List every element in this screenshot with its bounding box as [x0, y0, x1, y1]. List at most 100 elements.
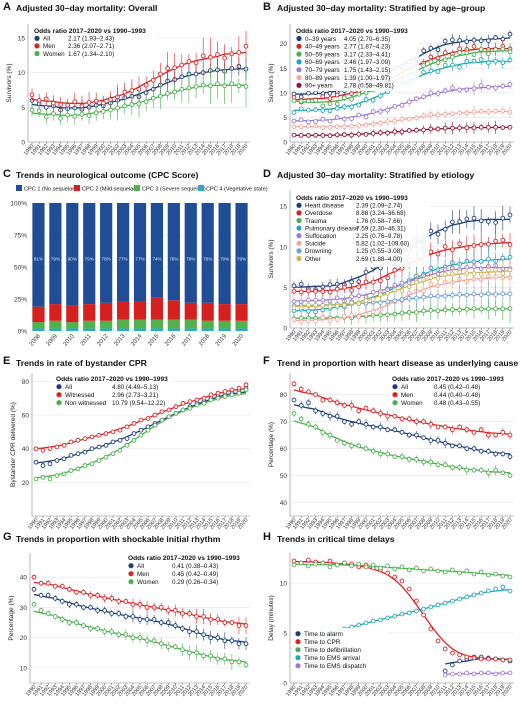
- bar-segment: [83, 203, 96, 305]
- data-point: [486, 124, 491, 130]
- data-point: [72, 113, 78, 119]
- series-non-witnessed: [33, 387, 249, 482]
- data-point: [378, 424, 383, 430]
- legend-marker: [295, 631, 301, 637]
- data-point: [52, 583, 58, 589]
- legend-marker: [296, 43, 302, 49]
- bar-segment: [150, 319, 164, 329]
- data-point: [478, 467, 484, 473]
- legend-marker: [34, 35, 40, 41]
- data-point: [442, 569, 448, 575]
- data-point: [471, 571, 477, 577]
- legend-odds-ratio: 0.41 (0.38–0.43): [172, 563, 218, 570]
- legend-entry: Women: [401, 400, 423, 407]
- data-point: [122, 103, 128, 109]
- data-point: [150, 77, 156, 83]
- data-point: [298, 124, 304, 130]
- data-point: [179, 62, 185, 68]
- data-point: [95, 608, 100, 613]
- data-point: [180, 626, 185, 631]
- x-tick-label: 2010: [63, 333, 77, 348]
- legend-marker: [34, 43, 40, 49]
- data-point: [109, 629, 115, 634]
- data-point: [116, 599, 122, 604]
- data-point: [88, 592, 93, 598]
- data-point: [464, 125, 470, 131]
- legend-entry: Time to defibrillation: [304, 647, 361, 654]
- data-point: [96, 458, 102, 463]
- data-point: [52, 614, 58, 619]
- data-point: [450, 62, 455, 68]
- data-point: [313, 302, 318, 308]
- data-point: [435, 231, 441, 237]
- y-axis-label: Percentage (%): [8, 595, 15, 640]
- data-point: [385, 427, 390, 433]
- data-point: [236, 50, 242, 55]
- data-point: [179, 86, 185, 92]
- data-point: [222, 638, 228, 644]
- data-point: [486, 670, 491, 676]
- data-point: [478, 590, 484, 596]
- data-point: [457, 125, 462, 131]
- legend-entry: Women: [43, 51, 65, 58]
- data-point: [66, 620, 72, 625]
- legend-odds-ratio: 0.29 (0.26–0.34): [172, 579, 218, 586]
- legend-marker: [34, 50, 40, 57]
- legend-box: [292, 628, 388, 672]
- panel-label: A: [3, 1, 11, 13]
- data-point: [306, 288, 311, 294]
- data-point: [493, 586, 498, 592]
- data-point: [507, 254, 513, 260]
- data-point: [370, 309, 376, 314]
- data-point: [229, 392, 235, 398]
- data-point: [52, 595, 58, 601]
- data-point: [486, 432, 491, 438]
- bar-segment: [66, 203, 79, 306]
- data-point: [378, 292, 383, 298]
- data-point: [89, 434, 95, 440]
- data-point: [399, 310, 405, 316]
- data-point: [327, 397, 333, 403]
- data-point: [471, 52, 477, 57]
- data-point: [298, 403, 304, 408]
- legend-entry: Suffocation: [305, 233, 337, 240]
- data-point: [236, 641, 242, 647]
- data-point: [457, 443, 462, 449]
- y-tick-label: 60: [280, 446, 288, 453]
- data-point: [406, 116, 412, 122]
- bar-segment: [184, 319, 197, 329]
- data-point: [370, 130, 376, 136]
- panel-d: D Adjusted 30–day mortality: Stratified b…: [263, 168, 514, 343]
- data-point: [306, 90, 311, 96]
- data-point: [385, 107, 390, 113]
- data-point: [428, 126, 434, 132]
- bar-segment: [167, 328, 180, 331]
- panel-title: Trends in critical time delays: [277, 534, 395, 544]
- bar-label: 79%: [85, 257, 94, 262]
- data-point: [95, 592, 100, 598]
- data-point: [243, 641, 249, 647]
- data-point: [421, 127, 426, 133]
- panel-label: C: [3, 168, 11, 180]
- series-50-59-years: [291, 43, 513, 109]
- y-tick-label: 5: [283, 115, 287, 122]
- data-point: [298, 98, 304, 104]
- data-point: [399, 611, 405, 617]
- data-point: [493, 108, 498, 114]
- data-point: [334, 562, 340, 568]
- bar-label: 80%: [68, 257, 77, 262]
- panel-title: Adjusted 30–day mortality: Stratified by…: [277, 170, 474, 180]
- data-point: [471, 215, 477, 221]
- legend-odds-ratio: 1.25 (0.55–3.08): [356, 248, 402, 255]
- data-point: [428, 112, 434, 118]
- data-point: [291, 118, 297, 124]
- bar-segment: [32, 306, 45, 323]
- data-point: [450, 247, 455, 253]
- data-point: [137, 617, 143, 622]
- legend-entry: 70–79 years: [305, 67, 340, 74]
- data-point: [187, 650, 192, 656]
- data-point: [486, 60, 491, 66]
- data-point: [435, 251, 441, 257]
- data-point: [435, 293, 441, 299]
- data-point: [159, 417, 165, 423]
